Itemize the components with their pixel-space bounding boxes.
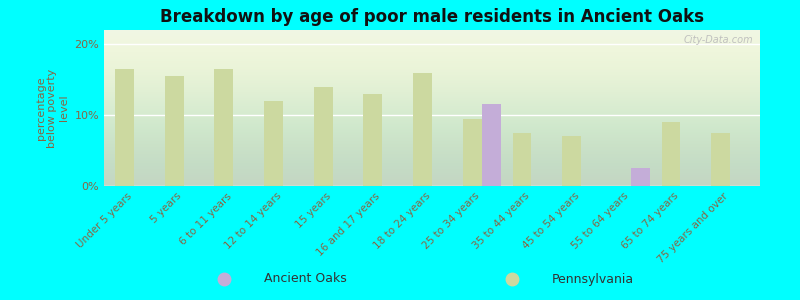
Bar: [513, 133, 531, 186]
Bar: [482, 104, 501, 186]
Bar: [314, 87, 333, 186]
Y-axis label: percentage
below poverty
level: percentage below poverty level: [36, 68, 69, 148]
Bar: [463, 118, 482, 186]
Title: Breakdown by age of poor male residents in Ancient Oaks: Breakdown by age of poor male residents …: [160, 8, 704, 26]
Bar: [264, 101, 283, 186]
Bar: [214, 69, 234, 186]
Bar: [165, 76, 183, 186]
Bar: [711, 133, 730, 186]
Text: City-Data.com: City-Data.com: [684, 35, 754, 45]
Bar: [363, 94, 382, 186]
Bar: [630, 168, 650, 186]
Bar: [662, 122, 681, 186]
Bar: [413, 73, 432, 186]
Text: Ancient Oaks: Ancient Oaks: [264, 272, 346, 286]
Text: Pennsylvania: Pennsylvania: [552, 272, 634, 286]
Bar: [115, 69, 134, 186]
Bar: [562, 136, 581, 186]
